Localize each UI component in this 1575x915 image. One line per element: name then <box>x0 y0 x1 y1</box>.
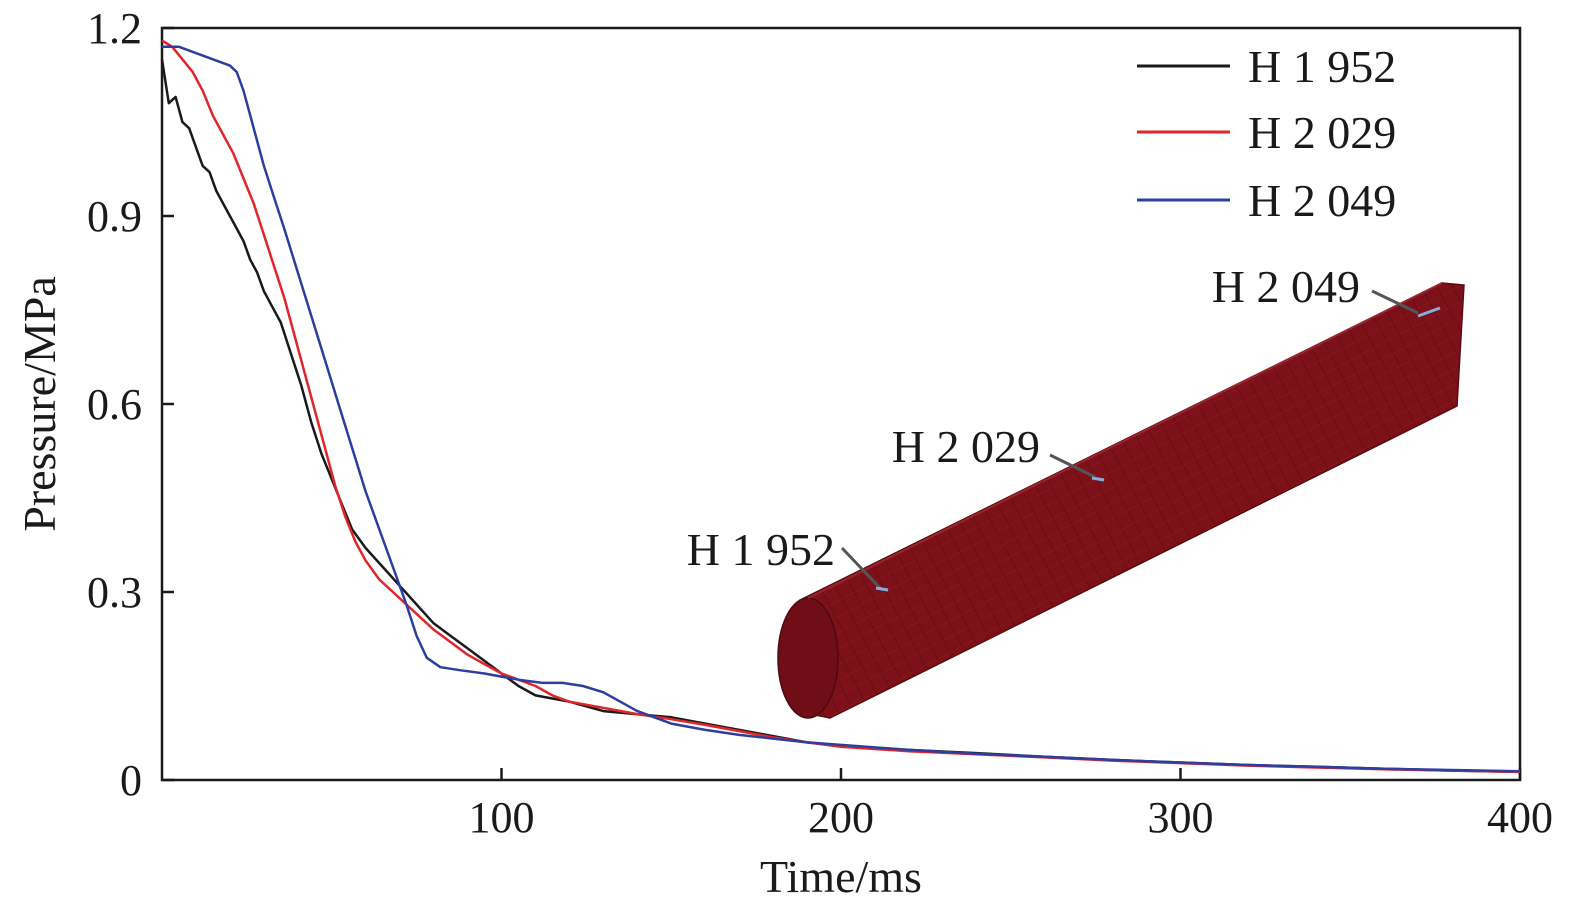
y-axis-title: Pressure/MPa <box>14 276 65 532</box>
legend: H 1 952 H 2 029 H 2 049 <box>1137 41 1396 226</box>
legend-label-h2049: H 2 049 <box>1248 175 1396 226</box>
inset-sensor-h1952 <box>875 586 889 592</box>
inset-sensor-h2049 <box>1417 306 1441 318</box>
inset-leader-h2049 <box>1371 289 1419 315</box>
series-lines <box>160 39 1521 774</box>
inset-bar-end-cap <box>777 597 839 719</box>
y-tick-label: 1.2 <box>87 4 142 53</box>
inset-leader-h1952 <box>840 546 882 590</box>
y-tick-label: 0.3 <box>87 568 142 617</box>
inset-leader-h2029 <box>1049 453 1096 479</box>
inset-sensor-h2029 <box>1091 476 1105 482</box>
x-tick-label: 200 <box>808 793 874 842</box>
y-tick-label: 0 <box>120 756 142 805</box>
y-tick-label: 0.9 <box>87 192 142 241</box>
inset-label-h2029: H 2 029 <box>892 421 1040 472</box>
inset-bar-top-edge <box>807 282 1443 599</box>
series-line-h2049 <box>162 45 1521 773</box>
inset-model-figure: H 1 952 H 2 029 H 2 049 <box>687 261 1465 719</box>
x-tick-label: 400 <box>1487 793 1553 842</box>
legend-label-h2029: H 2 029 <box>1248 107 1396 158</box>
x-axis-title: Time/ms <box>760 851 922 902</box>
x-tick-label: 100 <box>469 793 535 842</box>
y-axis: 0 0.3 0.6 0.9 1.2 <box>87 4 174 805</box>
inset-label-h1952: H 1 952 <box>687 524 835 575</box>
y-tick-label: 0.6 <box>87 380 142 429</box>
legend-label-h1952: H 1 952 <box>1248 41 1396 92</box>
x-tick-label: 300 <box>1148 793 1214 842</box>
x-axis: 100 200 300 400 <box>469 768 1553 842</box>
inset-bar-body <box>784 282 1465 719</box>
inset-label-h2049: H 2 049 <box>1212 261 1360 312</box>
